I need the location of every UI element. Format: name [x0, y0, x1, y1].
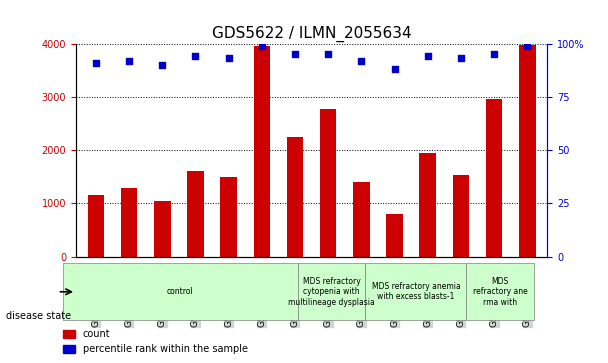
Text: MDS refractory
cytopenia with
multilineage dysplasia: MDS refractory cytopenia with multilinea…	[288, 277, 375, 307]
Point	[257, 43, 267, 49]
Bar	[88, 195, 104, 257]
Bar	[365, 263, 466, 320]
Point	[190, 53, 200, 59]
Point	[91, 60, 101, 66]
Point	[356, 58, 366, 64]
Legend: count, percentile rank within the sample: count, percentile rank within the sample	[60, 326, 252, 358]
Point	[423, 53, 433, 59]
Bar	[63, 263, 298, 320]
Bar	[353, 182, 370, 257]
Bar	[187, 171, 204, 257]
Point	[224, 56, 233, 61]
Bar	[154, 201, 171, 257]
Text: control: control	[167, 287, 194, 296]
Text: disease state: disease state	[6, 311, 71, 321]
Bar	[121, 188, 137, 257]
Point	[489, 51, 499, 57]
Point	[157, 62, 167, 68]
Bar	[287, 137, 303, 257]
Bar	[386, 214, 403, 257]
Point	[124, 58, 134, 64]
Title: GDS5622 / ILMN_2055634: GDS5622 / ILMN_2055634	[212, 26, 412, 42]
Bar	[466, 263, 534, 320]
Text: MDS
refractory ane
rma with: MDS refractory ane rma with	[472, 277, 528, 307]
Bar	[452, 175, 469, 257]
Bar	[298, 263, 365, 320]
Text: MDS refractory anemia
with excess blasts-1: MDS refractory anemia with excess blasts…	[371, 282, 460, 302]
Bar	[320, 109, 336, 257]
Point	[522, 43, 532, 49]
Bar	[420, 153, 436, 257]
Point	[390, 66, 399, 72]
Bar	[486, 99, 502, 257]
Bar	[254, 46, 270, 257]
Bar	[220, 177, 237, 257]
Bar	[519, 45, 536, 257]
Point	[323, 51, 333, 57]
Point	[456, 56, 466, 61]
Point	[290, 51, 300, 57]
